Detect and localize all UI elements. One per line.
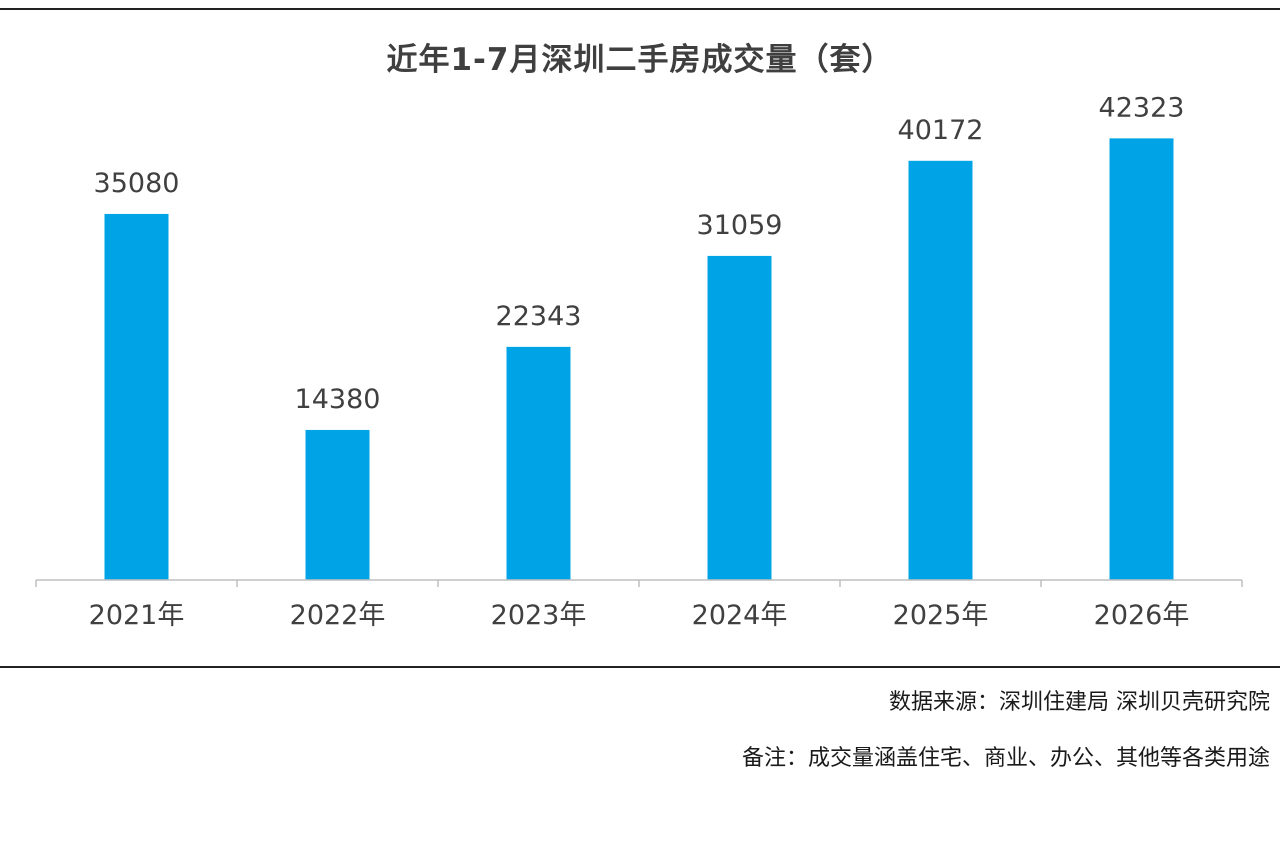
value-label: 40172	[898, 115, 984, 146]
x-tick-label: 2021年	[89, 600, 185, 631]
bottom-rule	[0, 666, 1280, 668]
bar-2021年	[104, 213, 169, 581]
x-tick-label: 2022年	[290, 600, 386, 631]
x-tick-label: 2026年	[1094, 600, 1190, 631]
top-rule	[0, 8, 1280, 10]
bar-2024年	[707, 255, 772, 581]
value-label: 35080	[94, 168, 180, 199]
value-labels-group: 35080 14380 22343 31059 40172 42323	[94, 92, 1185, 415]
value-label: 22343	[496, 301, 582, 332]
x-tick-label: 2023年	[491, 600, 587, 631]
x-axis	[35, 579, 1243, 587]
bar-2023年	[506, 346, 571, 580]
value-label: 42323	[1099, 92, 1185, 123]
tick-labels-group: 2021年 2022年 2023年 2024年 2025年 2026年	[89, 600, 1190, 631]
bar-2025年	[908, 160, 973, 581]
value-label: 31059	[697, 210, 783, 241]
remark-note: 备注：成交量涵盖住宅、商业、办公、其他等各类用途	[741, 746, 1270, 771]
source-note: 数据来源：深圳住建局 深圳贝壳研究院	[889, 690, 1270, 715]
bar-chart: 35080 14380 22343 31059 40172 42323 2021年 2022…	[35, 92, 1243, 631]
bars-group	[104, 138, 1174, 581]
x-tick-label: 2024年	[692, 600, 788, 631]
bar-2022年	[305, 429, 370, 580]
chart-title: 近年1-7月深圳二手房成交量（套）	[386, 42, 894, 78]
x-tick-label: 2025年	[893, 600, 989, 631]
value-label: 14380	[295, 384, 381, 415]
bar-2026年	[1109, 138, 1174, 580]
